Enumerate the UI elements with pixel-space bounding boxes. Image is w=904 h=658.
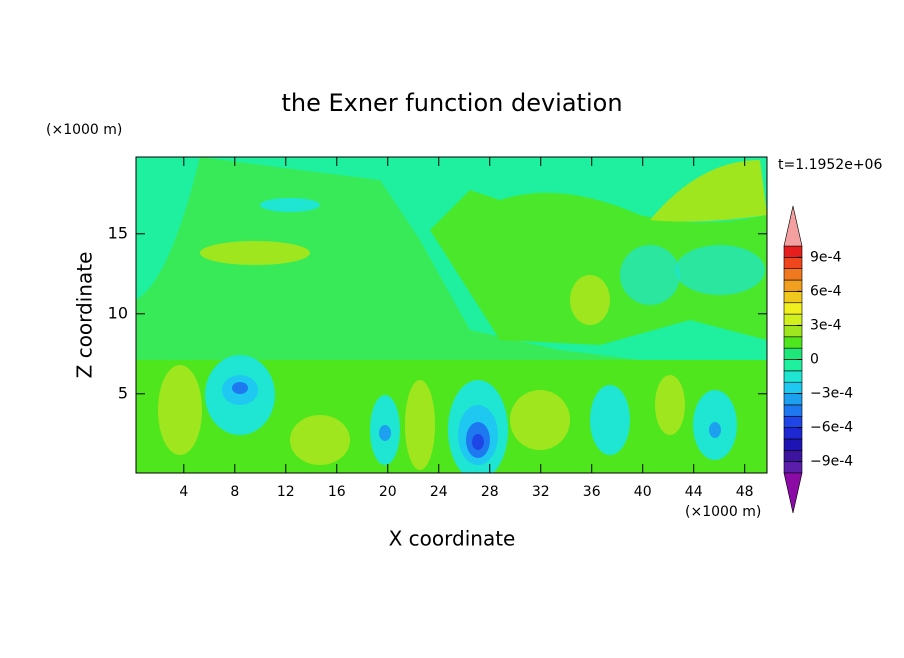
colorbar-tick-label: 3e-4 xyxy=(810,317,842,333)
y-axis-label: Z coordinate xyxy=(73,252,97,379)
colorbar-tick-label: 6e-4 xyxy=(810,283,842,299)
colorbar-swatch xyxy=(783,427,803,440)
colorbar-swatch xyxy=(783,325,803,338)
x-tick-label: 48 xyxy=(736,484,754,500)
y-tick-label: 5 xyxy=(118,383,128,402)
colorbar-swatch xyxy=(783,268,803,281)
colorbar-swatch xyxy=(783,359,803,372)
x-axis-label: X coordinate xyxy=(389,527,516,551)
colorbar-tick-label: 0 xyxy=(810,352,819,368)
colorbar-swatch xyxy=(783,438,803,451)
plot-frame xyxy=(135,156,768,474)
chart-title: the Exner function deviation xyxy=(281,89,622,117)
colorbar-swatch xyxy=(783,404,803,417)
x-tick-label: 8 xyxy=(230,484,239,500)
y-tick-label: 10 xyxy=(108,303,128,322)
time-label: t=1.1952e+06 xyxy=(778,157,882,173)
colorbar-swatch xyxy=(783,393,803,406)
colorbar-tick-label: −9e-4 xyxy=(810,454,853,470)
colorbar-swatch xyxy=(783,336,803,349)
x-tick-label: 32 xyxy=(532,484,550,500)
colorbar-swatch xyxy=(783,257,803,270)
x-tick-label: 4 xyxy=(179,484,188,500)
colorbar-tick-label: 9e-4 xyxy=(810,249,842,265)
colorbar-swatch xyxy=(783,381,803,394)
contour-field xyxy=(136,157,767,473)
x-tick-label: 44 xyxy=(685,484,703,500)
x-tick-label: 36 xyxy=(583,484,601,500)
x-tick-label: 20 xyxy=(379,484,397,500)
x-tick-label: 40 xyxy=(634,484,652,500)
colorbar-tick-label: −3e-4 xyxy=(810,386,853,402)
x-tick-label: 12 xyxy=(277,484,295,500)
y-tick-label: 15 xyxy=(108,223,128,242)
colorbar-swatch xyxy=(783,279,803,292)
colorbar-tick-label: −6e-4 xyxy=(810,420,853,436)
colorbar-swatch xyxy=(783,302,803,315)
x-tick-label: 16 xyxy=(328,484,346,500)
colorbar-swatch xyxy=(783,347,803,360)
colorbar-swatch xyxy=(783,461,803,474)
colorbar-over xyxy=(783,205,803,247)
y-unit: (×1000 m) xyxy=(46,122,122,138)
colorbar-under xyxy=(783,472,803,514)
colorbar-swatch xyxy=(783,313,803,326)
x-tick-label: 28 xyxy=(481,484,499,500)
colorbar-swatch xyxy=(783,245,803,258)
colorbar-swatch xyxy=(783,415,803,428)
colorbar-swatch xyxy=(783,449,803,462)
colorbar-swatch xyxy=(783,370,803,383)
x-unit: (×1000 m) xyxy=(685,504,761,520)
x-tick-label: 24 xyxy=(430,484,448,500)
colorbar-swatch xyxy=(783,291,803,304)
